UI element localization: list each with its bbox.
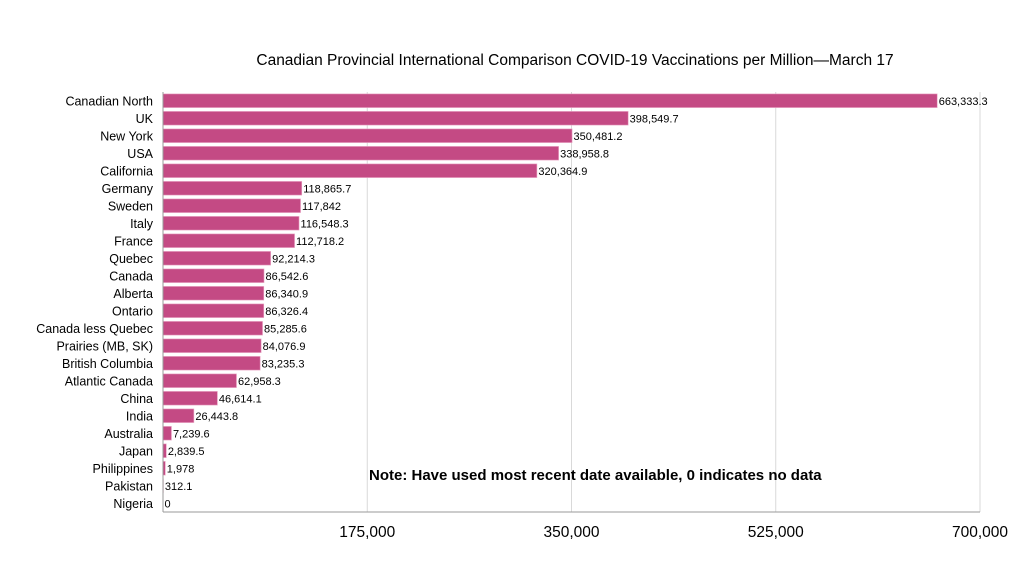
value-label: 663,333.3 <box>939 96 988 108</box>
axes <box>162 92 980 513</box>
value-label: 62,958.3 <box>238 376 281 388</box>
value-label: 320,364.9 <box>538 166 587 178</box>
category-label: Prairies (MB, SK) <box>56 339 153 353</box>
bar <box>162 163 538 178</box>
category-label: UK <box>136 112 154 126</box>
value-label: 350,481.2 <box>574 131 623 143</box>
category-labels: Canadian North UK New York USA California Ger… <box>36 94 153 511</box>
category-label: Japan <box>119 444 153 458</box>
category-label: Sweden <box>108 199 153 213</box>
category-label: Atlantic Canada <box>65 374 153 388</box>
value-label: 84,076.9 <box>263 341 306 353</box>
bars <box>162 93 938 493</box>
bar <box>162 356 261 371</box>
bar <box>162 426 172 441</box>
bar <box>162 321 263 336</box>
x-tick-label: 700,000 <box>952 524 1008 541</box>
category-label: California <box>100 164 153 178</box>
x-tick-label: 525,000 <box>748 524 804 541</box>
value-labels: 663,333.3 398,549.7 350,481.2 338,958.8 320,… <box>165 96 988 511</box>
bar <box>162 391 218 406</box>
bar <box>162 216 300 231</box>
category-label: Pakistan <box>105 479 153 493</box>
bar <box>162 128 573 143</box>
category-label: Australia <box>104 427 153 441</box>
bar <box>162 233 295 248</box>
value-label: 116,548.3 <box>301 218 349 230</box>
value-label: 86,326.4 <box>265 306 308 318</box>
category-label: Nigeria <box>113 497 153 511</box>
category-label: Alberta <box>113 287 153 301</box>
category-label: New York <box>100 129 154 143</box>
value-label: 46,614.1 <box>219 393 262 405</box>
gridlines <box>366 92 981 512</box>
category-label: Germany <box>102 182 154 196</box>
category-label: USA <box>127 147 153 161</box>
bar <box>162 181 303 196</box>
category-label: Ontario <box>112 304 153 318</box>
value-label: 117,842 <box>302 201 341 213</box>
category-label: British Columbia <box>62 357 153 371</box>
value-label: 112,718.2 <box>296 236 344 248</box>
category-label: Canada less Quebec <box>36 322 153 336</box>
chart-title: Canadian Provincial International Compar… <box>256 52 894 69</box>
value-label: 1,978 <box>167 463 195 475</box>
category-label: Philippines <box>93 462 153 476</box>
bar <box>162 303 265 318</box>
value-label: 86,340.9 <box>265 288 308 300</box>
category-label: India <box>126 409 153 423</box>
value-label: 92,214.3 <box>272 253 315 265</box>
bar <box>162 338 262 353</box>
bar <box>162 251 271 266</box>
value-label: 118,865.7 <box>303 183 351 195</box>
category-label: Quebec <box>109 252 153 266</box>
bar <box>162 198 301 213</box>
x-tick-labels: 175,000 350,000 525,000 700,000 <box>339 524 1008 541</box>
value-label: 7,239.6 <box>173 428 210 440</box>
bar <box>162 146 559 161</box>
category-label: Canada <box>109 269 153 283</box>
bar <box>162 93 938 108</box>
chart-annotation: Note: Have used most recent date availab… <box>369 467 822 484</box>
category-label: Canadian North <box>65 94 153 108</box>
x-tick-label: 175,000 <box>339 524 395 541</box>
value-label: 312.1 <box>165 481 193 493</box>
category-label: France <box>114 234 153 248</box>
bar <box>162 408 195 423</box>
value-label: 0 <box>165 498 171 510</box>
value-label: 398,549.7 <box>630 113 679 125</box>
value-label: 338,958.8 <box>560 148 609 160</box>
value-label: 26,443.8 <box>195 411 238 423</box>
x-tick-label: 350,000 <box>543 524 599 541</box>
value-label: 86,542.6 <box>266 271 309 283</box>
bar <box>162 286 265 301</box>
bar <box>162 268 265 283</box>
bar <box>162 111 629 126</box>
value-label: 2,839.5 <box>168 446 205 458</box>
bar <box>162 373 237 388</box>
value-label: 85,285.6 <box>264 323 307 335</box>
category-label: Italy <box>130 217 154 231</box>
category-label: China <box>120 392 153 406</box>
value-label: 83,235.3 <box>262 358 305 370</box>
